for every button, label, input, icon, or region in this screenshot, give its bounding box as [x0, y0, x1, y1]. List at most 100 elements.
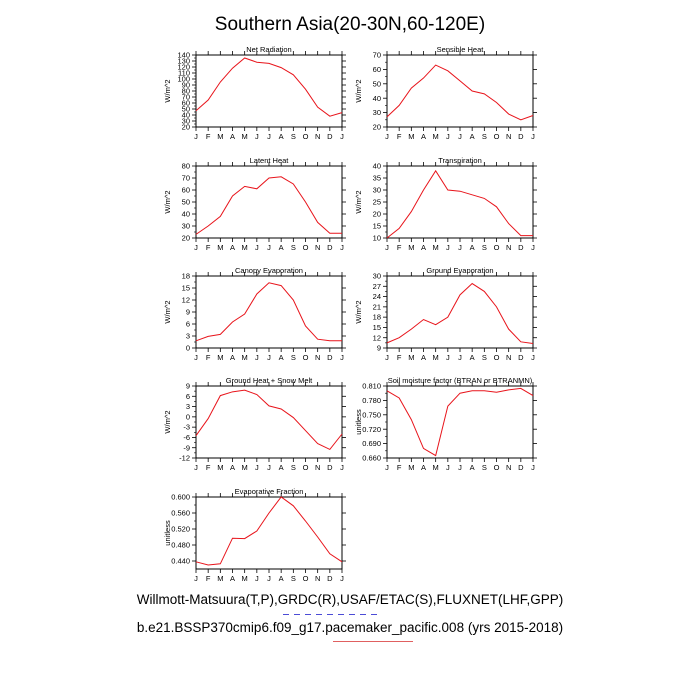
panel-canopy-evaporation-ytick-label: 6: [186, 320, 190, 329]
panel-latent-heat-ytick-label: 40: [182, 210, 190, 219]
panel-soil-moisture-factor-btran-or-btranmn-title: Soil moisture factor (BTRAN or BTRANMN): [388, 376, 533, 385]
panel-transpiration-ytick-label: 40: [373, 162, 381, 171]
panel-ground-heat-snow-melt-xtick-label: D: [327, 463, 333, 472]
panel-soil-moisture-factor-btran-or-btranmn-ytick-label: 0.660: [362, 454, 381, 463]
panel-sensible-heat-ytick-label: 70: [373, 51, 381, 60]
panel-ground-heat-snow-melt-xtick-label: O: [303, 463, 309, 472]
panel-latent-heat-xtick-label: N: [315, 243, 320, 252]
panel-net-radiation-xtick-label: M: [242, 132, 248, 141]
panel-ground-evaporation-xtick-label: O: [494, 353, 500, 362]
panel-latent-heat-xtick-label: M: [217, 243, 223, 252]
panel-soil-moisture-factor-btran-or-btranmn-xtick-label: M: [408, 463, 414, 472]
panel-ground-heat-snow-melt-xtick-label: F: [206, 463, 211, 472]
panel-transpiration-ytick-label: 20: [373, 210, 381, 219]
panel-ground-evaporation-series-line: [386, 282, 534, 345]
panel-transpiration-xtick-label: J: [458, 243, 462, 252]
panel-soil-moisture-factor-btran-or-btranmn-xtick-label: J: [458, 463, 462, 472]
panel-transpiration-xtick-label: N: [506, 243, 511, 252]
panel-latent-heat-xtick-label: A: [230, 243, 235, 252]
panel-sensible-heat-xtick-label: N: [506, 132, 511, 141]
panel-soil-moisture-factor-btran-or-btranmn-ytick-label: 0.810: [362, 382, 381, 391]
panel-ground-heat-snow-melt-ylabel: W/m^2: [163, 410, 172, 433]
panel-net-radiation-ytick-label: 80: [182, 87, 190, 96]
panel-canopy-evaporation-xtick-label: A: [230, 353, 235, 362]
panel-net-radiation-xtick-label: N: [315, 132, 320, 141]
panel-canopy-evaporation-xtick-label: J: [194, 353, 198, 362]
panel-evaporative-fraction-xtick-label: O: [303, 574, 309, 583]
panel-ground-evaporation-xtick-label: J: [458, 353, 462, 362]
panel-ground-heat-snow-melt-ytick-label: -9: [183, 443, 190, 452]
panel-evaporative-fraction: Evaporative Fraction 0.440 0.480 0.520 0.560…: [163, 487, 346, 583]
panel-ground-heat-snow-melt-xtick-label: J: [194, 463, 198, 472]
panel-evaporative-fraction-ytick-label: 0.480: [171, 541, 190, 550]
panel-transpiration-xtick-label: A: [470, 243, 475, 252]
panel-ground-heat-snow-melt-xtick-label: A: [230, 463, 235, 472]
panel-net-radiation-xtick-label: J: [267, 132, 271, 141]
panel-latent-heat-xtick-label: S: [291, 243, 296, 252]
panel-transpiration-xtick-label: S: [482, 243, 487, 252]
footer-line-1: Willmott-Matsuura(T,P),GRDC(R),USAF/ETAC…: [0, 592, 700, 607]
panel-soil-moisture-factor-btran-or-btranmn-xtick-label: F: [397, 463, 402, 472]
panel-net-radiation-xtick-label: M: [217, 132, 223, 141]
panel-canopy-evaporation-xtick-label: N: [315, 353, 320, 362]
panel-ground-evaporation-ytick-label: 21: [373, 302, 381, 311]
panel-evaporative-fraction-xtick-label: M: [242, 574, 248, 583]
panel-net-radiation-xtick-label: J: [340, 132, 344, 141]
panel-canopy-evaporation-xtick-label: S: [291, 353, 296, 362]
panel-canopy-evaporation-series-line: [195, 282, 342, 342]
panel-sensible-heat-ytick-label: 20: [373, 123, 381, 132]
panel-grid: Net Radiation203040506070809010011012013…: [163, 45, 537, 583]
panel-transpiration-xtick-label: A: [421, 243, 426, 252]
panel-soil-moisture-factor-btran-or-btranmn-xtick-label: N: [506, 463, 511, 472]
panel-sensible-heat-ytick-label: 40: [373, 94, 381, 103]
panel-canopy-evaporation-xtick-label: F: [206, 353, 211, 362]
panel-evaporative-fraction-xtick-label: J: [267, 574, 271, 583]
panel-ground-evaporation-ytick-label: 9: [377, 344, 381, 353]
panel-canopy-evaporation-xtick-label: J: [267, 353, 271, 362]
panel-latent-heat-ytick-label: 70: [182, 174, 190, 183]
panel-latent-heat-series-line: [195, 176, 342, 235]
panel-ground-evaporation-ytick-label: 18: [373, 313, 381, 322]
panel-sensible-heat-ytick-label: 30: [373, 108, 381, 117]
panel-transpiration-xtick-label: D: [518, 243, 524, 252]
panel-sensible-heat-xtick-label: D: [518, 132, 524, 141]
panel-sensible-heat-xtick-label: J: [458, 132, 462, 141]
panel-latent-heat-xtick-label: J: [340, 243, 344, 252]
panel-sensible-heat-xtick-label: A: [421, 132, 426, 141]
panel-evaporative-fraction-title: Evaporative Fraction: [235, 487, 304, 496]
panel-net-radiation-xtick-label: J: [194, 132, 198, 141]
panel-soil-moisture-factor-btran-or-btranmn-xtick-label: A: [421, 463, 426, 472]
panel-ground-evaporation-ytick-label: 15: [373, 323, 381, 332]
panel-sensible-heat-xtick-label: J: [531, 132, 535, 141]
panel-ground-heat-snow-melt-ytick-label: -6: [183, 433, 190, 442]
panel-net-radiation-xtick-label: S: [291, 132, 296, 141]
panel-net-radiation-ytick-label: 90: [182, 81, 190, 90]
panel-transpiration-ytick-label: 30: [373, 186, 381, 195]
panel-ground-evaporation-title: Ground Evaporation: [426, 266, 493, 275]
panel-net-radiation-ytick-label: 120: [177, 63, 190, 72]
panel-latent-heat-xtick-label: J: [255, 243, 259, 252]
panel-soil-moisture-factor-btran-or-btranmn-xtick-label: J: [531, 463, 535, 472]
panel-evaporative-fraction-xtick-label: S: [291, 574, 296, 583]
panel-sensible-heat-xtick-label: J: [446, 132, 450, 141]
panel-net-radiation-ytick-label: 50: [182, 105, 190, 114]
panel-net-radiation-xtick-label: A: [230, 132, 235, 141]
panel-soil-moisture-factor-btran-or-btranmn-xtick-label: S: [482, 463, 487, 472]
panel-transpiration-ytick-label: 15: [373, 222, 381, 231]
panel-canopy-evaporation-ytick-label: 3: [186, 332, 190, 341]
panel-evaporative-fraction-ytick-label: 0.600: [171, 493, 190, 502]
panel-canopy-evaporation-ytick-label: 9: [186, 308, 190, 317]
panel-net-radiation-title: Net Radiation: [246, 45, 291, 54]
panel-latent-heat-ytick-label: 80: [182, 162, 190, 171]
panel-net-radiation-xtick-label: D: [327, 132, 333, 141]
panel-ground-heat-snow-melt-ytick-label: -3: [183, 423, 190, 432]
panel-evaporative-fraction-xtick-label: N: [315, 574, 320, 583]
panel-soil-moisture-factor-btran-or-btranmn-ylabel: unitless: [354, 409, 363, 435]
panel-soil-moisture-factor-btran-or-btranmn-ytick-label: 0.720: [362, 425, 381, 434]
panel-net-radiation-ytick-label: 20: [182, 123, 190, 132]
